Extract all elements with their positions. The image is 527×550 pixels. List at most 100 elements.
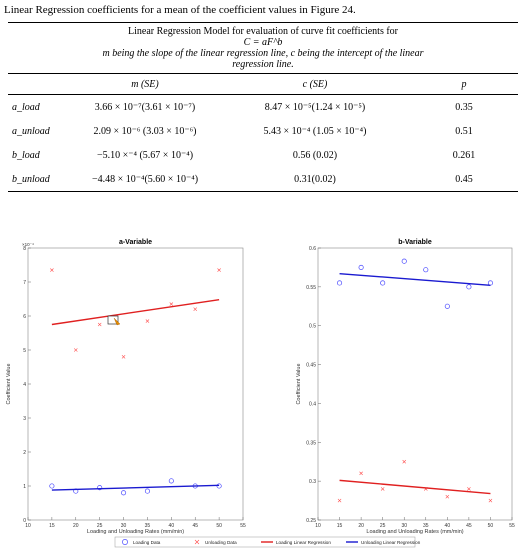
table-row: b_load −5.10 ×⁻⁴ (5.67 × 10⁻⁴) 0.56 (0.0… [8,143,518,167]
x-tick-label: 15 [49,523,55,529]
chart-title: b-Variable [398,239,432,246]
cell-m: 2.09 × 10⁻⁶ (3.03 × 10⁻⁶) [93,125,197,137]
table-column-headers: m (SE) c (SE) p [8,74,518,95]
y-tick-label: 0.35 [306,440,316,446]
x-tick-label: 25 [97,523,103,529]
loading-data-point [401,258,407,264]
cell-m: −4.48 × 10⁻⁴(5.60 × 10⁻⁴) [91,173,199,185]
figure-caption: Linear Regression coefficients for a mea… [4,4,356,16]
unloading-data-point [337,498,342,503]
unloading-data-point [121,354,126,359]
loading-data-point [380,280,386,286]
legend-label: Unloading Linear Regression [361,540,421,545]
table-header-line-3: m being the slope of the linear regressi… [102,48,424,59]
regression-line [51,484,220,491]
loading-data-point [49,483,55,489]
unloading-data-point [402,459,407,464]
loading-data-point [168,478,174,484]
y-tick-label: 0 [23,518,26,524]
unloading-data-point [217,268,221,272]
x-tick-label: 55 [240,523,246,529]
y-tick-label: 0.3 [309,479,316,485]
table-header-line-4: regression line. [232,59,294,70]
x-tick-label: 30 [121,523,127,529]
loading-data-point [97,485,103,491]
unloading-data-point [359,471,363,476]
chart-title: a-Variable [119,239,152,246]
y-tick-label: 7 [23,280,26,286]
legend-label: Unloading Data [205,540,237,545]
x-tick-label: 30 [401,523,407,529]
x-tick-label: 40 [169,523,175,529]
y-tick-label: 0.55 [306,285,316,291]
unloading-data-point [145,319,150,323]
table-header-line-1: Linear Regression Model for evaluation o… [128,26,398,37]
loading-data-point [337,280,343,286]
regression-line [339,272,491,287]
column-header-c: c (SE) [302,78,328,90]
unloading-data-point [488,498,493,503]
table-row: b_unload −4.48 × 10⁻⁴(5.60 × 10⁻⁴) 0.31(… [8,167,518,192]
y-tick-label: 8 [23,246,26,252]
row-label: b_load [12,149,40,161]
table-row: a_load 3.66 × 10⁻⁷(3.61 × 10⁻⁷) 8.47 × 1… [8,95,518,119]
x-axis-label: Loading and Unloading Rates (mm/min) [366,529,463,535]
loading-data-point [423,267,429,273]
cell-c: 0.56 (0.02) [292,149,338,161]
cell-p: 0.45 [455,173,473,185]
y-axis-label: Coefficient Value [296,363,302,404]
x-tick-label: 25 [380,523,386,529]
x-tick-label: 40 [445,523,451,529]
x-tick-label: 20 [358,523,364,529]
legend-circle-icon [122,539,128,545]
y-tick-label: 0.25 [306,518,316,524]
x-tick-label: 10 [315,523,321,529]
y-tick-label: 1 [23,484,26,490]
y-tick-label: 0.6 [309,246,316,252]
cell-m: 3.66 × 10⁻⁷(3.61 × 10⁻⁷) [94,101,196,113]
x-tick-label: 10 [25,523,31,529]
y-axis-label: Coefficient Value [6,363,12,404]
unloading-data-point [97,322,102,327]
regression-line [339,479,491,495]
table-header-line-2: C = aF^b [243,37,283,48]
legend-label: Loading Linear Regression [276,540,331,545]
cell-p: 0.261 [452,149,476,161]
plot-area [27,247,244,521]
y-tick-label: 3 [23,416,26,422]
y-tick-label: 6 [23,314,26,320]
column-header-m: m (SE) [131,78,159,90]
y-multiplier-label: ×10⁻⁴ [22,242,34,247]
x-tick-label: 50 [216,523,222,529]
pointer-icon [113,317,121,326]
y-tick-label: 0.5 [309,324,316,330]
cell-m: −5.10 ×⁻⁴ (5.67 × 10⁻⁴) [96,149,194,161]
x-tick-label: 35 [145,523,151,529]
unloading-data-point [169,302,174,306]
row-label: a_unload [12,125,50,137]
legend-x-icon [194,539,200,545]
cell-c: 8.47 × 10⁻⁵(1.24 × 10⁻⁵) [264,101,366,113]
cell-p: 0.35 [455,101,473,113]
cell-c: 5.43 × 10⁻⁴ (1.05 × 10⁻⁴) [263,125,367,137]
unloading-data-point [380,487,385,491]
x-tick-label: 45 [466,523,472,529]
plot-area [317,247,513,521]
unloading-data-point [50,268,54,272]
cell-c: 0.31(0.02) [294,173,336,185]
x-tick-label: 15 [337,523,343,529]
loading-data-point [466,284,472,290]
y-tick-label: 5 [23,348,26,354]
loading-data-point [144,488,150,494]
y-tick-label: 0.4 [309,401,316,407]
x-axis-label: Loading and Unloading Rates (mm/min) [87,529,184,535]
x-tick-label: 55 [509,523,515,529]
y-tick-label: 0.45 [306,363,316,369]
x-tick-label: 20 [73,523,79,529]
loading-data-point [121,490,127,496]
unloading-data-point [73,348,78,352]
table-row: a_unload 2.09 × 10⁻⁶ (3.03 × 10⁻⁶) 5.43 … [8,119,518,143]
table-header: Linear Regression Model for evaluation o… [8,22,518,74]
row-label: b_unload [12,173,50,185]
